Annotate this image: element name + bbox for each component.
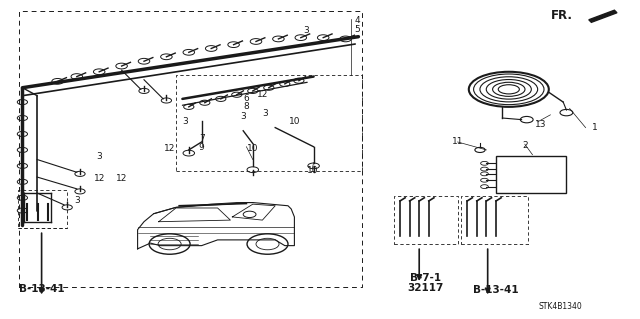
Text: 3: 3 bbox=[263, 109, 268, 118]
Text: FR.: FR. bbox=[551, 9, 573, 22]
Text: 9: 9 bbox=[199, 143, 204, 152]
Text: STK4B1340: STK4B1340 bbox=[538, 302, 582, 311]
Text: B-13-41: B-13-41 bbox=[473, 285, 519, 295]
Text: 3: 3 bbox=[74, 197, 79, 205]
Text: B-7-1: B-7-1 bbox=[410, 272, 441, 283]
Text: 3: 3 bbox=[183, 117, 188, 126]
Text: 2: 2 bbox=[522, 141, 527, 150]
Text: 3: 3 bbox=[303, 26, 308, 35]
Text: 12: 12 bbox=[93, 174, 105, 183]
Text: 12: 12 bbox=[164, 144, 175, 153]
Text: 10: 10 bbox=[247, 144, 259, 153]
Text: 10: 10 bbox=[289, 117, 300, 126]
Text: 5: 5 bbox=[355, 25, 360, 34]
Bar bbox=[496, 156, 566, 193]
Text: 1: 1 bbox=[593, 123, 598, 132]
Text: 3: 3 bbox=[97, 152, 102, 161]
Text: 6: 6 bbox=[244, 94, 249, 103]
Text: 4: 4 bbox=[355, 16, 360, 25]
Polygon shape bbox=[589, 10, 617, 22]
Text: 12: 12 bbox=[257, 90, 268, 99]
Text: 11: 11 bbox=[452, 137, 463, 146]
Text: 10: 10 bbox=[307, 166, 318, 175]
Text: 12: 12 bbox=[116, 174, 127, 183]
Text: 3: 3 bbox=[241, 112, 246, 121]
Text: 8: 8 bbox=[244, 102, 249, 111]
Text: B-13-41: B-13-41 bbox=[19, 284, 65, 294]
Text: 32117: 32117 bbox=[408, 283, 444, 293]
Text: 7: 7 bbox=[199, 134, 204, 143]
Text: 13: 13 bbox=[535, 120, 547, 129]
